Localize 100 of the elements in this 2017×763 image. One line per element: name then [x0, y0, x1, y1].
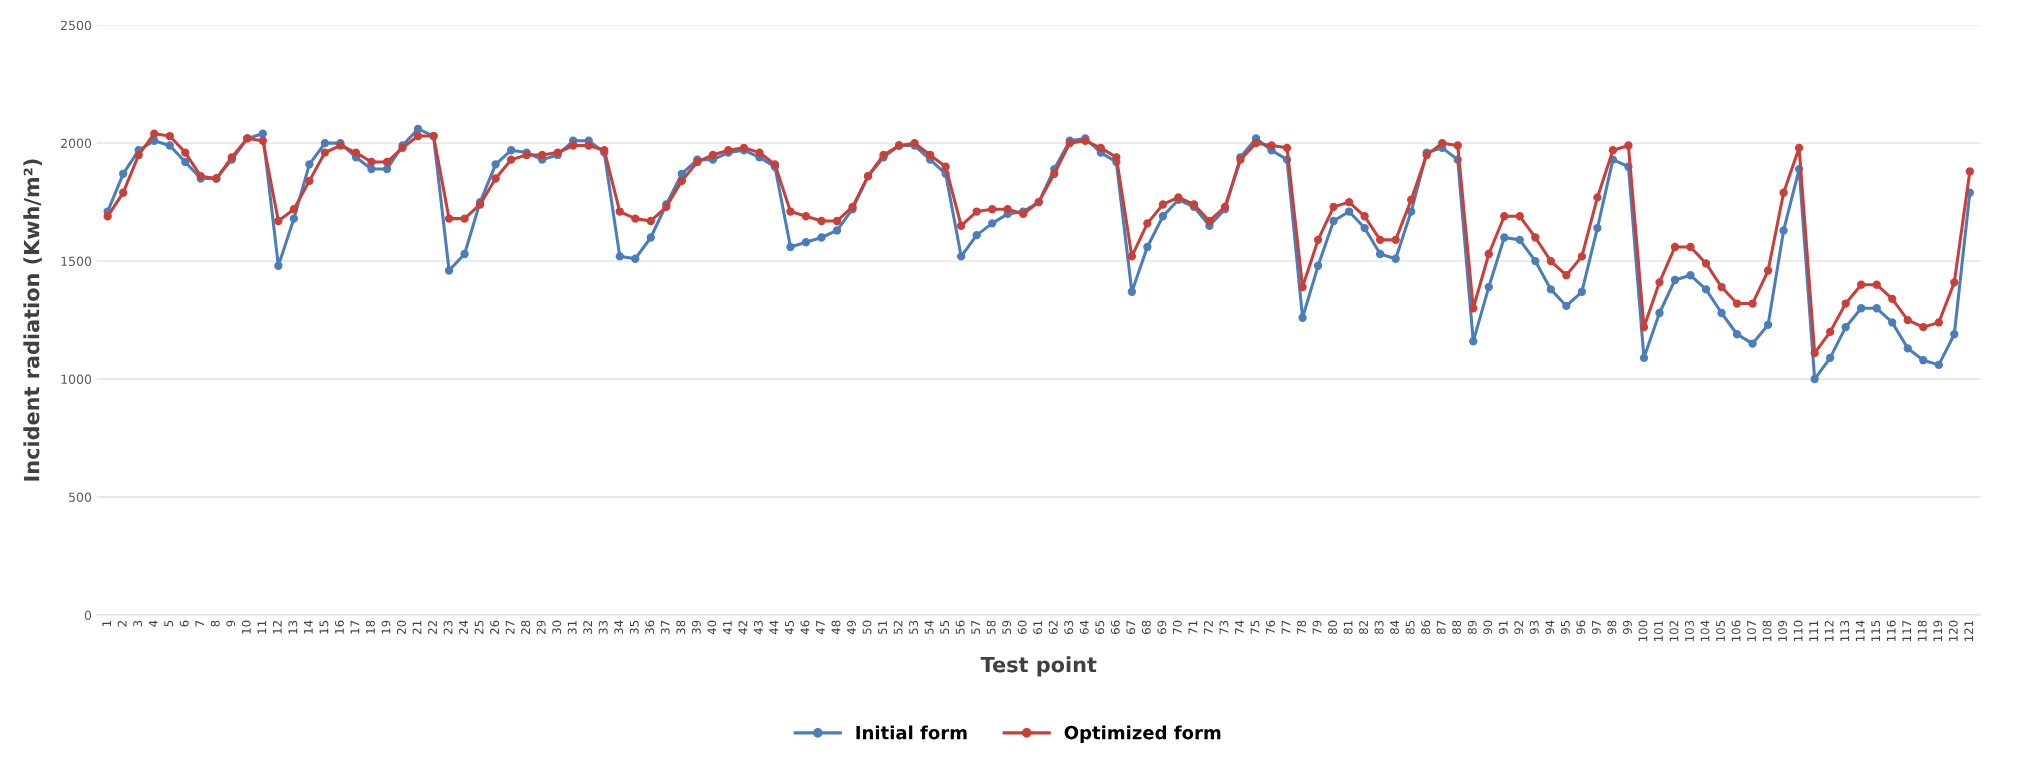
x-tick-label: 66: [1110, 620, 1120, 635]
x-tick-label: 90: [1483, 620, 1493, 635]
x-tick-label: 63: [1064, 620, 1074, 635]
x-tick-label: 16: [334, 620, 344, 634]
x-tick-label: 20: [397, 620, 406, 634]
y-tick-label: 0: [84, 610, 92, 620]
x-tick-label: 86: [1421, 620, 1431, 635]
x-tick-label: 53: [909, 620, 919, 634]
x-tick-label: 117: [1902, 620, 1912, 642]
x-tick-label: 45: [785, 620, 794, 635]
x-tick-label: 75: [1250, 620, 1260, 634]
x-tick-label: 61: [1033, 620, 1043, 635]
x-tick-label: 70: [1172, 620, 1182, 634]
x-tick-label: 30: [552, 620, 562, 634]
x-tick-label: 105: [1716, 620, 1725, 642]
x-tick-label: 33: [598, 620, 608, 634]
x-tick-label: 119: [1933, 620, 1943, 642]
x-tick-label: 94: [1545, 620, 1555, 635]
x-tick-label: 10: [241, 620, 251, 634]
x-tick-label: 60: [1017, 620, 1027, 635]
x-tick-label: 92: [1514, 621, 1524, 635]
x-tick-label: 104: [1700, 620, 1710, 642]
x-tick-label: 50: [862, 620, 872, 634]
x-tick-label: 15: [319, 620, 329, 634]
x-tick-label: 116: [1886, 620, 1896, 642]
x-tick-label: 82: [1359, 621, 1369, 635]
x-tick-label: 121: [1964, 620, 1974, 642]
x-tick-label: 109: [1778, 620, 1788, 642]
legend-label: Initial form: [856, 725, 967, 740]
y-tick-label: 1000: [61, 374, 92, 384]
x-tick-label: 99: [1622, 620, 1632, 635]
x-tick-label: 106: [1731, 620, 1741, 642]
x-tick-label: 97: [1591, 620, 1601, 635]
x-tick-label: 67: [1126, 620, 1136, 635]
x-tick-label: 17: [350, 620, 360, 634]
x-tick-label: 84: [1390, 620, 1400, 635]
x-tick-label: 8: [210, 620, 220, 627]
x-tick-label: 108: [1762, 620, 1772, 642]
x-tick-label: 36: [645, 620, 655, 634]
x-tick-label: 107: [1747, 620, 1757, 642]
x-tick-label: 64: [1079, 620, 1089, 635]
y-tick-label: 2500: [61, 20, 92, 31]
x-tick-label: 31: [567, 620, 577, 634]
x-tick-label: 42: [738, 621, 748, 635]
x-tick-label: 80: [1328, 620, 1338, 635]
x-tick-label: 23: [443, 620, 453, 634]
x-tick-label: 57: [971, 620, 981, 634]
x-tick-label: 11: [257, 620, 267, 634]
x-tick-label: 68: [1141, 620, 1151, 635]
x-tick-label: 7: [195, 620, 205, 627]
x-tick-label: 96: [1576, 620, 1586, 635]
x-tick-label: 114: [1855, 620, 1865, 642]
x-tick-label: 69: [1157, 620, 1167, 635]
x-tick-label: 9: [226, 620, 236, 627]
x-tick-label: 95: [1560, 620, 1570, 635]
x-tick-label: 43: [753, 620, 763, 635]
x-tick-label: 24: [459, 620, 468, 634]
x-tick-label: 79: [1312, 620, 1322, 634]
x-tick-label: 19: [381, 620, 391, 634]
x-tick-label: 39: [691, 620, 701, 634]
y-tick-label: 500: [69, 492, 92, 502]
x-tick-label: 111: [1809, 620, 1818, 642]
x-tick-label: 28: [521, 620, 531, 634]
x-tick-label: 22: [428, 621, 437, 634]
x-tick-label: 21: [412, 620, 422, 634]
x-tick-label: 62: [1048, 621, 1058, 635]
x-tick-label: 87: [1436, 620, 1446, 635]
x-tick-label: 110: [1793, 620, 1803, 642]
x-tick-label: 54: [924, 620, 934, 634]
x-tick-label: 88: [1452, 620, 1462, 635]
x-tick-label: 26: [490, 620, 500, 634]
x-tick-label: 115: [1871, 620, 1881, 642]
x-tick-label: 113: [1840, 620, 1850, 642]
x-tick-label: 48: [831, 620, 841, 635]
x-tick-label: 100: [1638, 620, 1648, 642]
x-tick-label: 55: [940, 620, 950, 634]
x-tick-label: 112: [1824, 621, 1834, 642]
x-tick-label: 78: [1297, 620, 1306, 634]
x-tick-label: 56: [955, 620, 965, 634]
x-tick-label: 41: [723, 620, 732, 635]
x-tick-label: 102: [1669, 621, 1679, 642]
x-tick-label: 29: [536, 620, 546, 634]
x-axis-title: Test point: [980, 656, 1097, 677]
x-tick-label: 1: [102, 620, 111, 627]
x-tick-label: 120: [1948, 620, 1958, 642]
x-tick-label: 5: [164, 620, 174, 627]
x-tick-label: 40: [707, 620, 717, 635]
x-tick-label: 51: [878, 620, 887, 634]
x-tick-label: 103: [1685, 620, 1694, 642]
x-tick-label: 12: [272, 621, 282, 634]
x-tick-label: 47: [816, 620, 825, 635]
x-tick-label: 58: [986, 620, 996, 634]
x-tick-label: 65: [1095, 620, 1105, 635]
x-tick-label: 101: [1653, 620, 1663, 642]
x-tick-label: 72: [1203, 621, 1213, 634]
y-tick-label: 1500: [61, 256, 92, 267]
x-tick-label: 34: [614, 620, 624, 634]
x-tick-label: 77: [1281, 620, 1291, 634]
x-tick-label: 59: [1002, 620, 1012, 634]
x-tick-label: 25: [474, 620, 484, 634]
